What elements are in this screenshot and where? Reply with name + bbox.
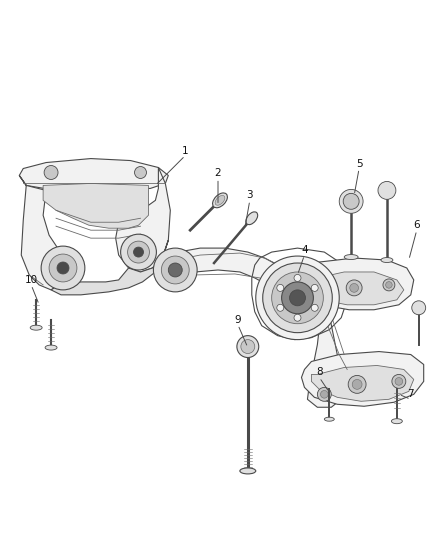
Circle shape (44, 166, 58, 180)
Polygon shape (304, 295, 344, 407)
Ellipse shape (215, 196, 225, 205)
Text: 4: 4 (301, 245, 308, 255)
Circle shape (290, 290, 305, 306)
Ellipse shape (45, 345, 57, 350)
Circle shape (57, 262, 69, 274)
Ellipse shape (344, 255, 358, 260)
Polygon shape (19, 158, 168, 191)
Circle shape (241, 340, 255, 353)
Circle shape (350, 284, 359, 292)
Circle shape (385, 281, 392, 288)
Ellipse shape (324, 417, 334, 421)
Circle shape (161, 256, 189, 284)
Circle shape (339, 189, 363, 213)
Text: 9: 9 (235, 314, 241, 325)
Text: 1: 1 (182, 146, 188, 156)
Circle shape (272, 272, 323, 324)
Circle shape (277, 304, 284, 311)
Circle shape (237, 336, 259, 358)
Circle shape (168, 263, 182, 277)
Circle shape (120, 234, 156, 270)
Circle shape (321, 391, 328, 398)
Circle shape (294, 274, 301, 281)
Polygon shape (311, 272, 404, 305)
Circle shape (378, 181, 396, 199)
Circle shape (277, 285, 284, 292)
Ellipse shape (381, 257, 393, 263)
Circle shape (311, 285, 318, 292)
Ellipse shape (30, 325, 42, 330)
Circle shape (343, 193, 359, 209)
Ellipse shape (212, 193, 227, 208)
Polygon shape (301, 352, 424, 406)
Circle shape (134, 166, 146, 179)
Circle shape (282, 282, 314, 314)
Circle shape (412, 301, 426, 315)
Circle shape (41, 246, 85, 290)
Text: 10: 10 (25, 275, 38, 285)
Circle shape (395, 377, 403, 385)
Ellipse shape (392, 419, 403, 424)
Circle shape (392, 375, 406, 389)
Polygon shape (303, 258, 414, 310)
Circle shape (348, 375, 366, 393)
Circle shape (153, 248, 197, 292)
Text: 3: 3 (247, 190, 253, 200)
Circle shape (383, 279, 395, 291)
Polygon shape (43, 183, 148, 228)
Text: 8: 8 (316, 367, 323, 377)
Circle shape (127, 241, 149, 263)
Circle shape (49, 254, 77, 282)
Circle shape (352, 379, 362, 389)
Polygon shape (116, 167, 170, 272)
Polygon shape (19, 175, 63, 290)
Text: 5: 5 (356, 158, 362, 168)
Text: 6: 6 (413, 220, 420, 230)
Circle shape (134, 247, 144, 257)
Circle shape (346, 280, 362, 296)
Polygon shape (311, 366, 414, 401)
Circle shape (263, 263, 332, 333)
Circle shape (256, 256, 339, 340)
Polygon shape (51, 240, 168, 295)
Ellipse shape (246, 212, 258, 224)
Polygon shape (159, 248, 311, 316)
Text: 7: 7 (407, 389, 414, 399)
Text: 2: 2 (215, 168, 221, 179)
Circle shape (318, 387, 331, 401)
Circle shape (294, 314, 301, 321)
Circle shape (311, 304, 318, 311)
Ellipse shape (240, 468, 256, 474)
